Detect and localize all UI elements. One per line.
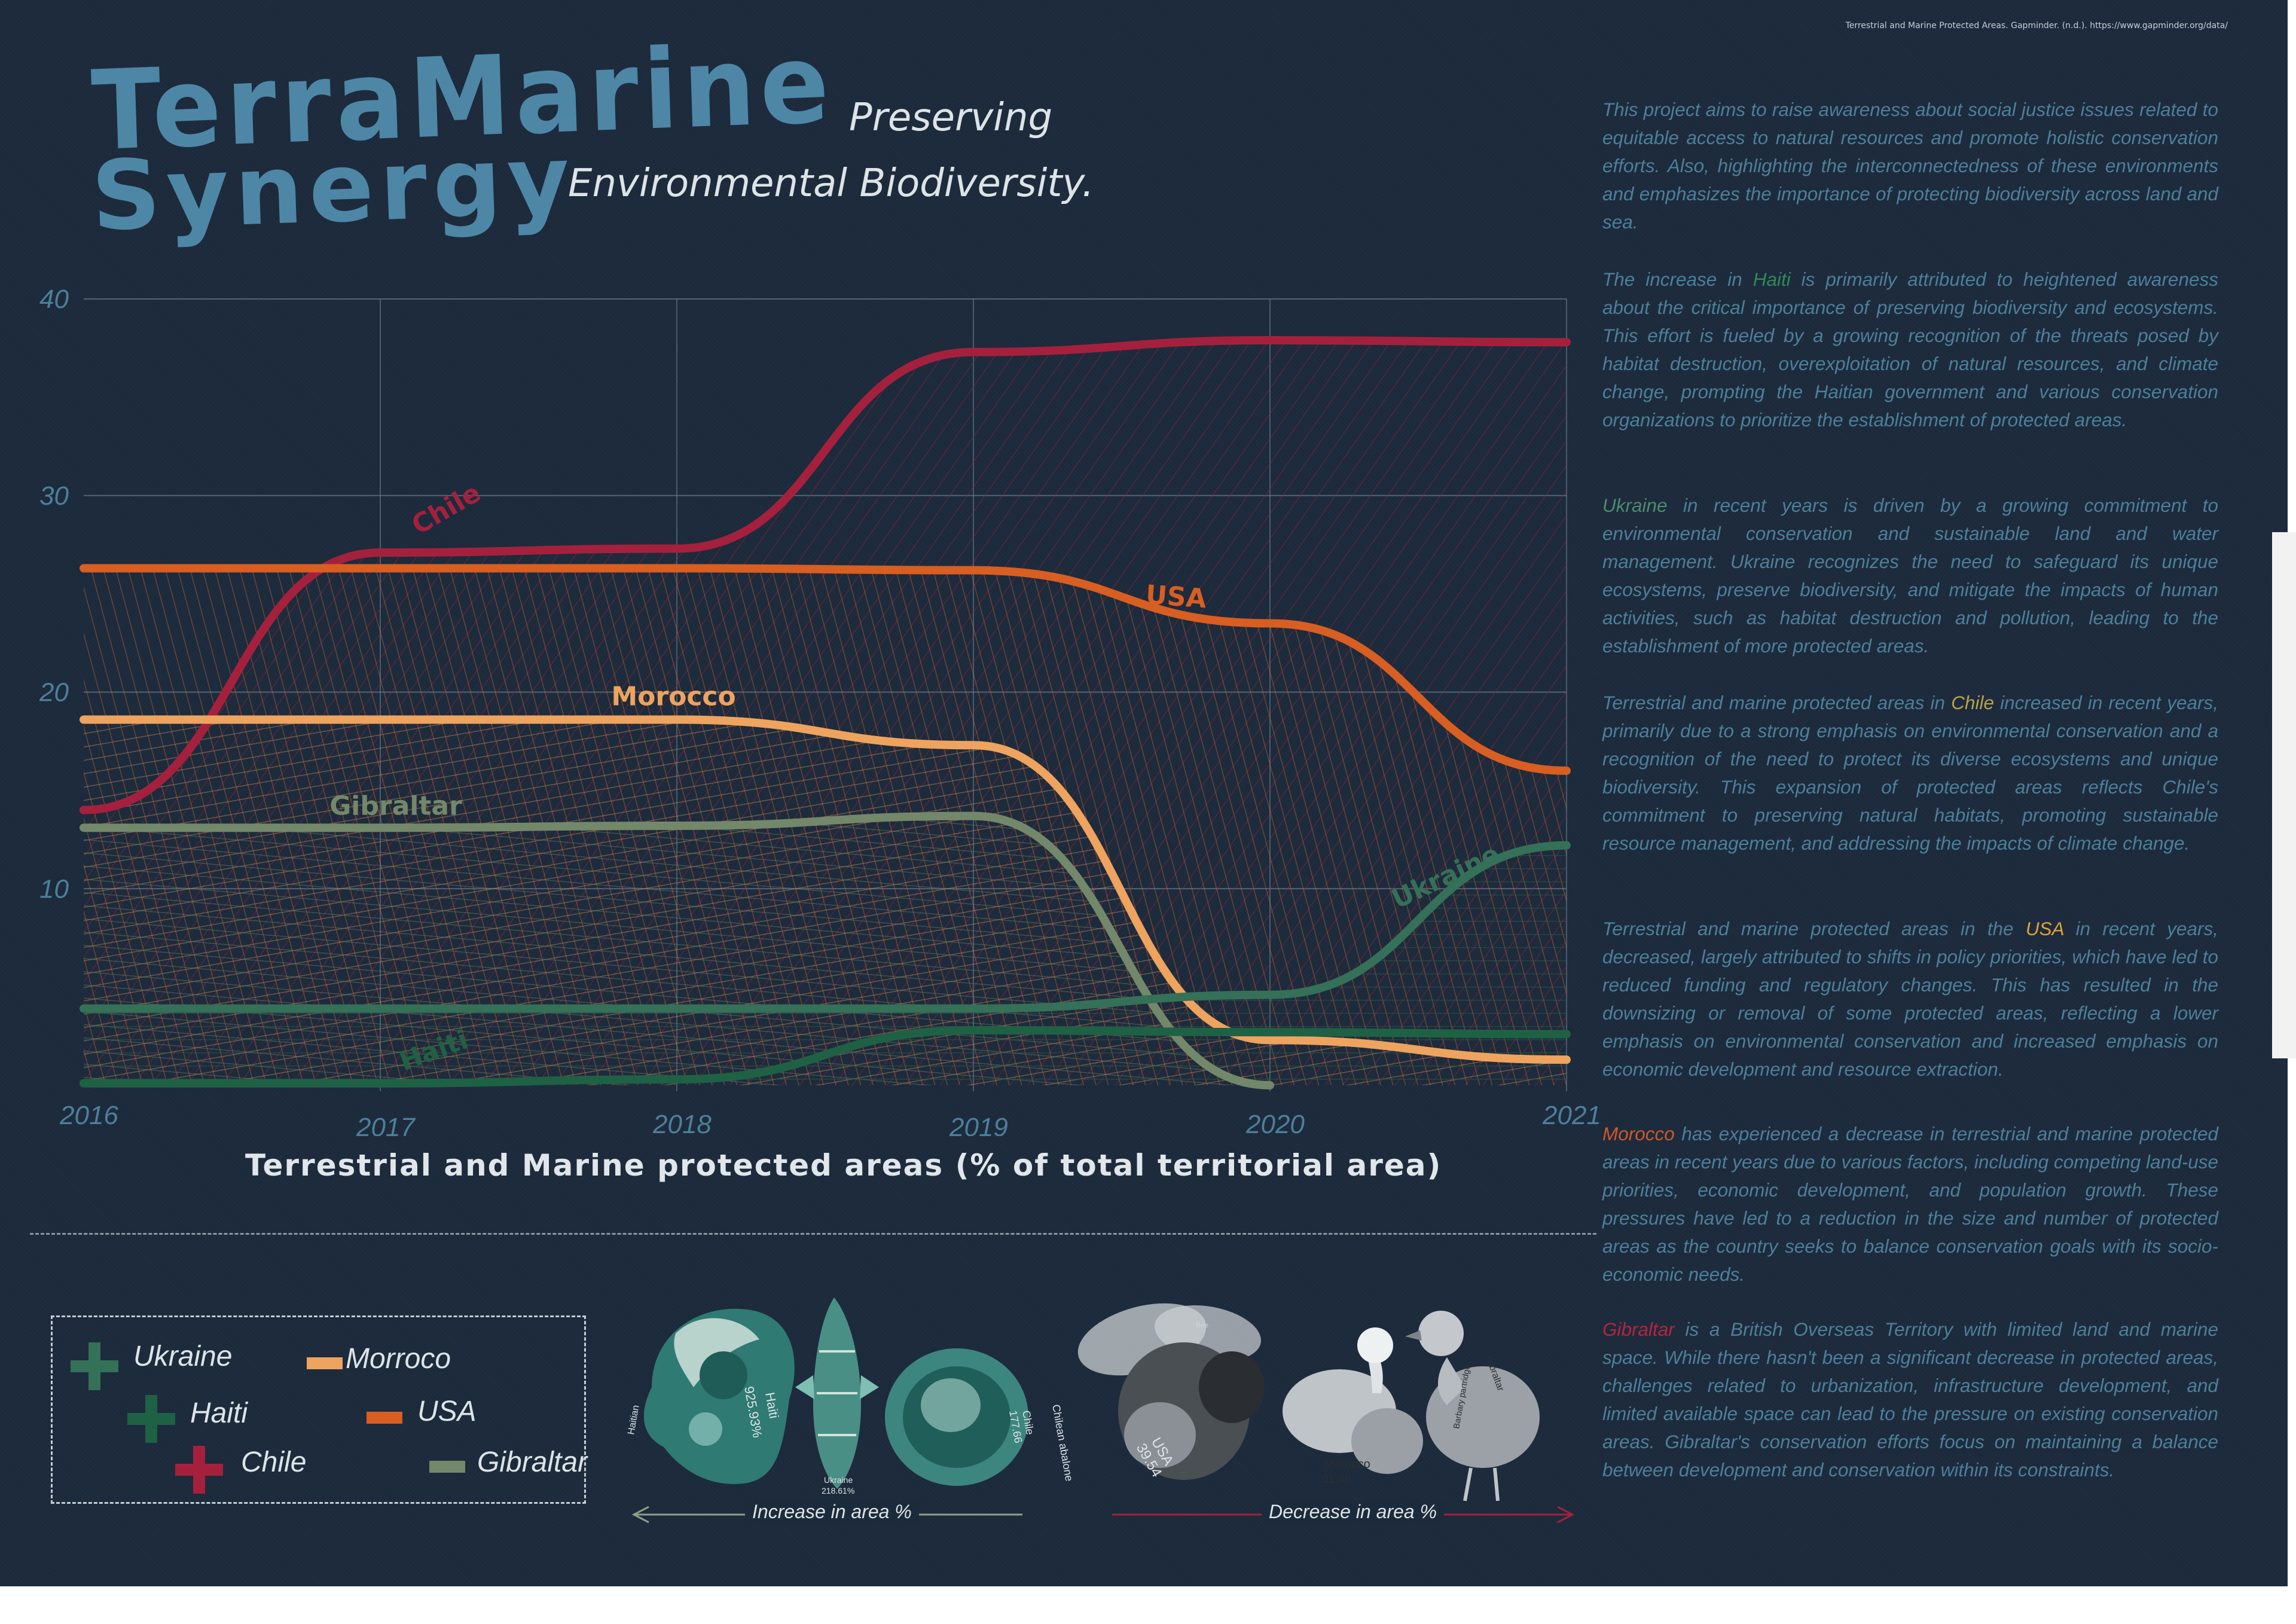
x-tick-label: 2018 xyxy=(652,1110,712,1136)
section-divider xyxy=(30,1233,1596,1235)
legend: Ukraine Haiti Chile Morroco USA Gibralta… xyxy=(51,1315,588,1504)
chile-paragraph: Terrestrial and marine protected areas i… xyxy=(1602,689,2218,857)
intro-paragraph: This project aims to raise awareness abo… xyxy=(1602,96,2218,236)
increase-arrowhead-icon xyxy=(631,1506,649,1524)
gibraltar-series-line xyxy=(80,811,1274,1089)
x-tick-label: 2016 xyxy=(59,1101,118,1130)
legend-haiti: Haiti xyxy=(190,1397,248,1429)
x-tick-label: 2021 xyxy=(1542,1101,1601,1130)
x-tick-label: 2020 xyxy=(1245,1110,1305,1136)
gibraltar-paragraph: Gibraltar is a British Overseas Territor… xyxy=(1602,1315,2218,1484)
ukraine-highlight: Ukraine xyxy=(1602,494,1668,516)
chile-lead: Terrestrial and marine protected areas i… xyxy=(1602,692,1952,713)
ukraine-texture-band xyxy=(84,845,1567,1085)
haiti-lead: The increase in xyxy=(1602,268,1753,290)
decrease-arrowhead-icon xyxy=(1557,1506,1575,1524)
haiti-species-icon: Haiti 925.93% Haitian xyxy=(626,1308,795,1484)
ukraine-cross-icon xyxy=(71,1342,118,1390)
gibraltar-text: is a British Overseas Territory with lim… xyxy=(1602,1318,2218,1480)
morocco-species-value: 91.46 xyxy=(1321,1473,1351,1486)
y-tick-label: 30 xyxy=(39,481,69,511)
morocco-species-name: Morocco xyxy=(1324,1458,1370,1471)
series-lines xyxy=(80,336,1571,1089)
usa-series-line xyxy=(80,564,1571,775)
chile-text: increased in recent years, primarily due… xyxy=(1602,692,2219,854)
usa-lead: Terrestrial and marine protected areas i… xyxy=(1602,918,2026,939)
usa-text: in recent years, decreased, largely attr… xyxy=(1602,918,2218,1080)
morocco-text: has experienced a decrease in terrestria… xyxy=(1602,1123,2218,1285)
morocco-series-label: Morocco xyxy=(611,682,735,712)
ukraine-species-value: 218.61% xyxy=(822,1486,854,1495)
morocco-plant-icon: Morocco 91.46 xyxy=(1283,1327,1423,1486)
legend-chile: Chile xyxy=(241,1446,307,1478)
gibraltar-series-label: Gibraltar xyxy=(329,790,462,821)
page-edge-strip xyxy=(2272,532,2296,1058)
chile-highlight: Chile xyxy=(1951,692,1995,713)
usa-highlight: USA xyxy=(2025,918,2064,939)
morocco-highlight: Morocco xyxy=(1602,1123,1675,1144)
increase-label: Increase in area % xyxy=(745,1501,919,1523)
ukraine-series-line xyxy=(80,841,1571,1013)
usa-series-label: USA xyxy=(1144,579,1207,614)
species-illustrations: Haiti 925.93% Haitian Ukraine 218.61% Ch… xyxy=(626,1298,1575,1524)
y-tick-label: 40 xyxy=(39,285,69,314)
subtitle-line-1: Preserving xyxy=(849,96,1053,140)
ukraine-species-name: Ukraine xyxy=(824,1475,853,1485)
morocco-paragraph: Morocco has experienced a decrease in te… xyxy=(1602,1120,2218,1289)
gibraltar-dash-icon xyxy=(429,1461,465,1473)
chile-cross-icon xyxy=(175,1446,223,1494)
legend-usa: USA xyxy=(417,1396,477,1427)
decrease-label: Decrease in area % xyxy=(1262,1501,1445,1523)
subtitle-line-2: Environmental Biodiversity. xyxy=(568,161,1094,206)
legend-morroco: Morroco xyxy=(346,1343,451,1375)
y-tick-label: 20 xyxy=(39,678,69,707)
usa-bee-icon: USA 39.54 Bee xyxy=(1077,1303,1265,1480)
intro-text: This project aims to raise awareness abo… xyxy=(1602,99,2218,233)
x-axis-title: Terrestrial and Marine protected areas (… xyxy=(245,1148,1442,1183)
chile-series-line xyxy=(80,336,1571,814)
chile-species-caption: Chilean abalone xyxy=(1050,1403,1075,1482)
gibraltar-highlight: Gibraltar xyxy=(1602,1318,1675,1340)
ukraine-paragraph: Ukraine in recent years is driven by a g… xyxy=(1602,492,2218,660)
morroco-dash-icon xyxy=(307,1357,343,1369)
usa-paragraph: Terrestrial and marine protected areas i… xyxy=(1602,915,2218,1083)
legend-ukraine: Ukraine xyxy=(133,1341,233,1372)
morocco-series-line xyxy=(80,715,1571,1064)
y-tick-label: 10 xyxy=(39,874,69,903)
haiti-series-line xyxy=(80,1025,1571,1088)
x-tick-label: 2017 xyxy=(356,1113,416,1136)
legend-gibraltar: Gibraltar xyxy=(477,1446,588,1478)
ukraine-text: in recent years is driven by a growing c… xyxy=(1602,494,2218,657)
source-citation: Terrestrial and Marine Protected Areas. … xyxy=(1845,21,2228,30)
chile-abalone-icon: Chilean abalone Chile 177.66 xyxy=(885,1348,1075,1486)
ukraine-fish-icon: Ukraine 218.61% xyxy=(795,1298,879,1495)
haiti-paragraph: The increase in Haiti is primarily attri… xyxy=(1602,265,2218,434)
haiti-cross-icon xyxy=(127,1395,175,1443)
gibraltar-partridge-icon: Gibraltar Barbary partridge xyxy=(1405,1311,1540,1501)
usa-dash-icon xyxy=(367,1412,402,1424)
haiti-text: is primarily attributed to heightened aw… xyxy=(1602,268,2218,431)
texture-bands xyxy=(84,340,1567,1085)
poster: TerraMarine Synergy Preserving Environme… xyxy=(0,0,2288,1586)
haiti-species-caption: Haitian xyxy=(626,1405,641,1436)
x-tick-label: 2019 xyxy=(949,1113,1008,1136)
axis-ticks: 40 30 20 10 2016 2017 2018 2019 2020 2021 xyxy=(39,285,1601,1136)
usa-species-caption: Bee xyxy=(1196,1321,1209,1329)
haiti-highlight: Haiti xyxy=(1752,268,1791,290)
